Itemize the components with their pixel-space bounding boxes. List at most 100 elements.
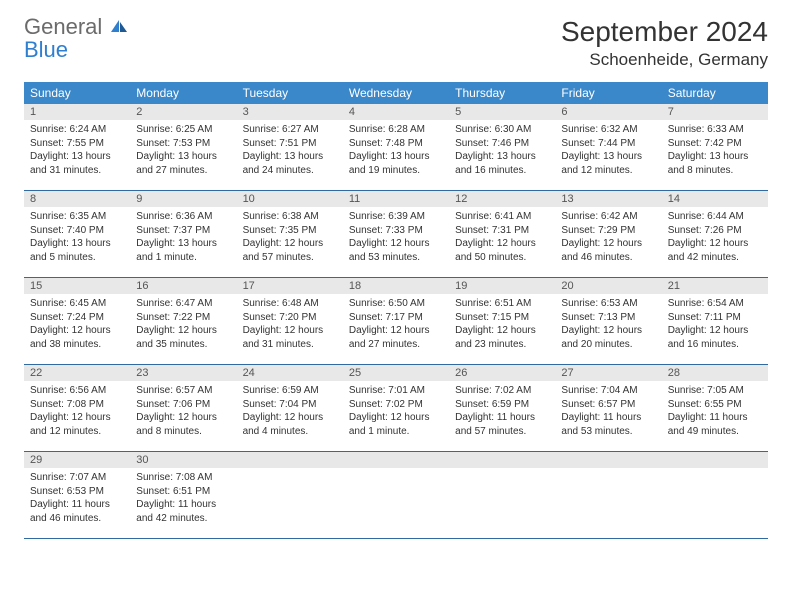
- sunset-text: Sunset: 6:53 PM: [30, 485, 124, 499]
- calendar-cell: 24Sunrise: 6:59 AMSunset: 7:04 PMDayligh…: [237, 365, 343, 451]
- day-details: Sunrise: 6:38 AMSunset: 7:35 PMDaylight:…: [237, 207, 343, 270]
- day-header-cell: Sunday: [24, 82, 130, 104]
- day-number: 3: [237, 104, 343, 120]
- calendar-cell: 21Sunrise: 6:54 AMSunset: 7:11 PMDayligh…: [662, 278, 768, 364]
- daylight-text-2: and 8 minutes.: [668, 164, 762, 178]
- sunset-text: Sunset: 7:53 PM: [136, 137, 230, 151]
- daylight-text-1: Daylight: 13 hours: [455, 150, 549, 164]
- day-details: Sunrise: 6:35 AMSunset: 7:40 PMDaylight:…: [24, 207, 130, 270]
- calendar-cell: 14Sunrise: 6:44 AMSunset: 7:26 PMDayligh…: [662, 191, 768, 277]
- sunset-text: Sunset: 7:26 PM: [668, 224, 762, 238]
- sunset-text: Sunset: 7:42 PM: [668, 137, 762, 151]
- day-number: 13: [555, 191, 661, 207]
- day-details: Sunrise: 7:05 AMSunset: 6:55 PMDaylight:…: [662, 381, 768, 444]
- daylight-text-2: and 19 minutes.: [349, 164, 443, 178]
- calendar-cell-empty: [449, 452, 555, 538]
- daylight-text-2: and 46 minutes.: [561, 251, 655, 265]
- day-details: Sunrise: 6:54 AMSunset: 7:11 PMDaylight:…: [662, 294, 768, 357]
- sunrise-text: Sunrise: 6:44 AM: [668, 210, 762, 224]
- day-number: 11: [343, 191, 449, 207]
- day-number-empty: [343, 452, 449, 468]
- sunrise-text: Sunrise: 7:01 AM: [349, 384, 443, 398]
- daylight-text-1: Daylight: 12 hours: [136, 324, 230, 338]
- daylight-text-1: Daylight: 12 hours: [349, 237, 443, 251]
- sunrise-text: Sunrise: 6:51 AM: [455, 297, 549, 311]
- sunrise-text: Sunrise: 7:02 AM: [455, 384, 549, 398]
- day-header-cell: Saturday: [662, 82, 768, 104]
- daylight-text-2: and 31 minutes.: [30, 164, 124, 178]
- day-number: 4: [343, 104, 449, 120]
- day-details: Sunrise: 6:45 AMSunset: 7:24 PMDaylight:…: [24, 294, 130, 357]
- day-number: 30: [130, 452, 236, 468]
- day-details: Sunrise: 6:47 AMSunset: 7:22 PMDaylight:…: [130, 294, 236, 357]
- daylight-text-2: and 27 minutes.: [136, 164, 230, 178]
- sunset-text: Sunset: 7:40 PM: [30, 224, 124, 238]
- sunset-text: Sunset: 7:55 PM: [30, 137, 124, 151]
- day-details: Sunrise: 6:36 AMSunset: 7:37 PMDaylight:…: [130, 207, 236, 270]
- daylight-text-2: and 57 minutes.: [243, 251, 337, 265]
- sunset-text: Sunset: 7:06 PM: [136, 398, 230, 412]
- day-details: Sunrise: 6:28 AMSunset: 7:48 PMDaylight:…: [343, 120, 449, 183]
- daylight-text-1: Daylight: 12 hours: [243, 324, 337, 338]
- sunset-text: Sunset: 7:29 PM: [561, 224, 655, 238]
- day-details: Sunrise: 7:04 AMSunset: 6:57 PMDaylight:…: [555, 381, 661, 444]
- sunrise-text: Sunrise: 6:30 AM: [455, 123, 549, 137]
- day-header-cell: Friday: [555, 82, 661, 104]
- sunrise-text: Sunrise: 6:39 AM: [349, 210, 443, 224]
- sunrise-text: Sunrise: 6:24 AM: [30, 123, 124, 137]
- day-number: 15: [24, 278, 130, 294]
- day-details: Sunrise: 6:56 AMSunset: 7:08 PMDaylight:…: [24, 381, 130, 444]
- daylight-text-2: and 1 minute.: [349, 425, 443, 439]
- day-header-cell: Thursday: [449, 82, 555, 104]
- logo-general-text: General: [24, 14, 102, 39]
- day-number: 21: [662, 278, 768, 294]
- sunset-text: Sunset: 7:48 PM: [349, 137, 443, 151]
- day-number: 28: [662, 365, 768, 381]
- day-details: Sunrise: 6:44 AMSunset: 7:26 PMDaylight:…: [662, 207, 768, 270]
- day-number: 2: [130, 104, 236, 120]
- sunset-text: Sunset: 7:31 PM: [455, 224, 549, 238]
- daylight-text-2: and 23 minutes.: [455, 338, 549, 352]
- calendar-cell: 15Sunrise: 6:45 AMSunset: 7:24 PMDayligh…: [24, 278, 130, 364]
- day-number: 23: [130, 365, 236, 381]
- calendar: Sunday Monday Tuesday Wednesday Thursday…: [24, 82, 768, 539]
- day-details: Sunrise: 6:27 AMSunset: 7:51 PMDaylight:…: [237, 120, 343, 183]
- sunrise-text: Sunrise: 6:25 AM: [136, 123, 230, 137]
- day-number: 6: [555, 104, 661, 120]
- day-number: 8: [24, 191, 130, 207]
- day-number: 25: [343, 365, 449, 381]
- calendar-cell: 25Sunrise: 7:01 AMSunset: 7:02 PMDayligh…: [343, 365, 449, 451]
- daylight-text-1: Daylight: 12 hours: [668, 324, 762, 338]
- sunset-text: Sunset: 7:13 PM: [561, 311, 655, 325]
- sunset-text: Sunset: 7:20 PM: [243, 311, 337, 325]
- title-block: September 2024 Schoenheide, Germany: [561, 16, 768, 70]
- day-number: 19: [449, 278, 555, 294]
- day-details: Sunrise: 7:02 AMSunset: 6:59 PMDaylight:…: [449, 381, 555, 444]
- daylight-text-2: and 50 minutes.: [455, 251, 549, 265]
- daylight-text-2: and 53 minutes.: [561, 425, 655, 439]
- daylight-text-1: Daylight: 11 hours: [561, 411, 655, 425]
- sunrise-text: Sunrise: 6:33 AM: [668, 123, 762, 137]
- calendar-cell: 3Sunrise: 6:27 AMSunset: 7:51 PMDaylight…: [237, 104, 343, 190]
- daylight-text-2: and 53 minutes.: [349, 251, 443, 265]
- daylight-text-2: and 8 minutes.: [136, 425, 230, 439]
- sunrise-text: Sunrise: 7:08 AM: [136, 471, 230, 485]
- day-details: Sunrise: 7:08 AMSunset: 6:51 PMDaylight:…: [130, 468, 236, 531]
- calendar-cell: 6Sunrise: 6:32 AMSunset: 7:44 PMDaylight…: [555, 104, 661, 190]
- calendar-week: 15Sunrise: 6:45 AMSunset: 7:24 PMDayligh…: [24, 278, 768, 365]
- daylight-text-2: and 20 minutes.: [561, 338, 655, 352]
- sunset-text: Sunset: 7:35 PM: [243, 224, 337, 238]
- daylight-text-1: Daylight: 13 hours: [136, 150, 230, 164]
- daylight-text-2: and 35 minutes.: [136, 338, 230, 352]
- daylight-text-1: Daylight: 13 hours: [243, 150, 337, 164]
- calendar-cell-empty: [662, 452, 768, 538]
- sunrise-text: Sunrise: 6:53 AM: [561, 297, 655, 311]
- daylight-text-1: Daylight: 11 hours: [136, 498, 230, 512]
- day-details: Sunrise: 6:25 AMSunset: 7:53 PMDaylight:…: [130, 120, 236, 183]
- calendar-cell: 22Sunrise: 6:56 AMSunset: 7:08 PMDayligh…: [24, 365, 130, 451]
- calendar-cell: 20Sunrise: 6:53 AMSunset: 7:13 PMDayligh…: [555, 278, 661, 364]
- sunrise-text: Sunrise: 7:05 AM: [668, 384, 762, 398]
- daylight-text-1: Daylight: 11 hours: [455, 411, 549, 425]
- day-number: 22: [24, 365, 130, 381]
- day-details: Sunrise: 6:57 AMSunset: 7:06 PMDaylight:…: [130, 381, 236, 444]
